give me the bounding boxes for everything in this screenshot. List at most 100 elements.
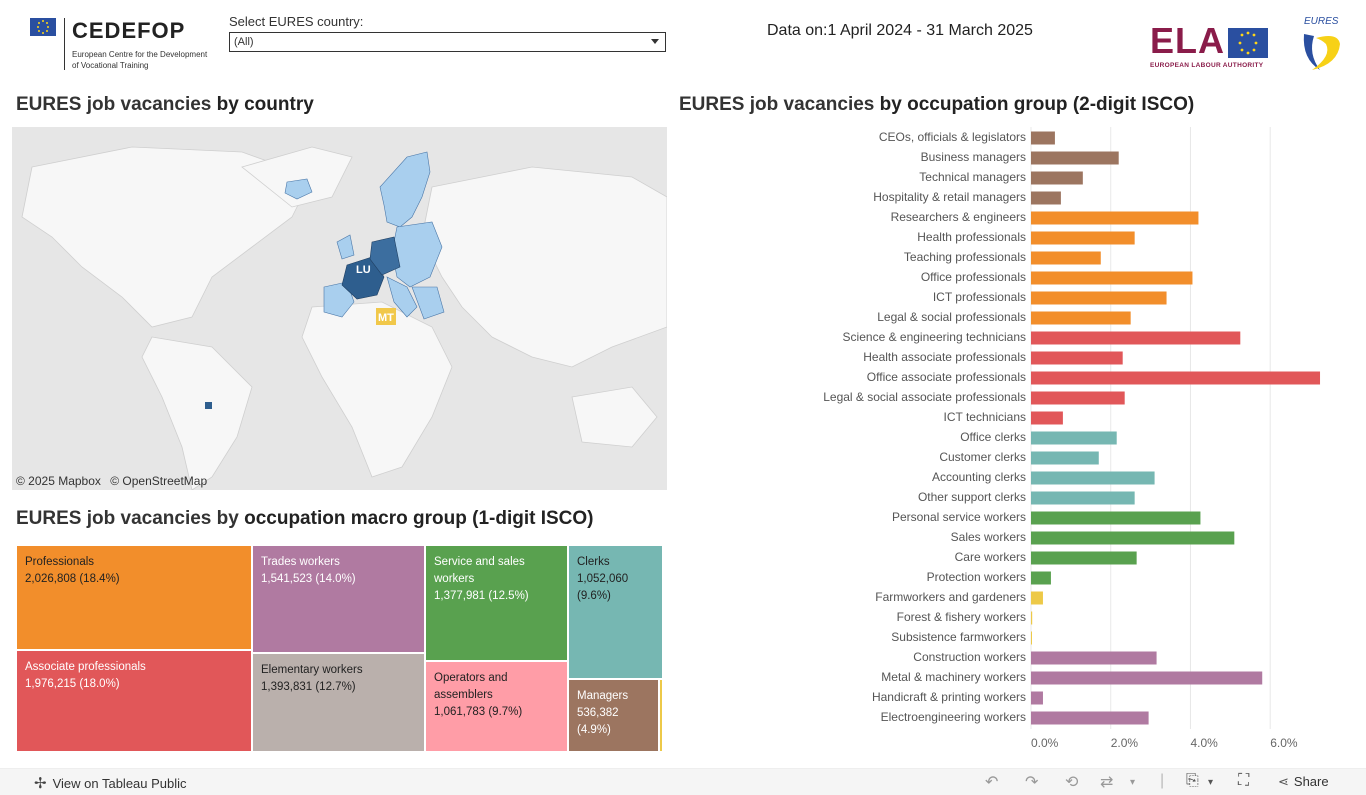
map-italy[interactable]	[386, 276, 418, 318]
bar[interactable]	[1031, 331, 1241, 345]
treemap-tile-name: Associate professionals	[25, 661, 146, 673]
bar[interactable]	[1031, 431, 1117, 445]
eures-wordmark: EURES	[1304, 16, 1339, 27]
map-uk-ireland[interactable]	[336, 234, 355, 260]
ela-logo[interactable]: ELA EUROPEAN LABOUR AUTHORITY	[1150, 22, 1270, 72]
bar[interactable]	[1031, 671, 1263, 685]
treemap-tile-value: 1,393,831 (12.7%)	[261, 681, 356, 693]
toolbar-divider: |	[1160, 772, 1165, 789]
x-tick-label: 4.0%	[1190, 736, 1218, 750]
bar[interactable]	[1031, 251, 1101, 265]
revert-icon[interactable]: ⟲	[1065, 774, 1079, 791]
map-nordics[interactable]	[379, 151, 431, 228]
bar-section-title: EURES job vacancies by occupation group …	[679, 94, 1194, 116]
country-select[interactable]: (All)	[229, 32, 666, 52]
bar-label: Hospitality & retail managers	[873, 190, 1026, 204]
x-tick-label: 0.0%	[1031, 736, 1059, 750]
bar[interactable]	[1031, 191, 1061, 205]
country-select-value: (All)	[234, 36, 254, 48]
treemap-tile[interactable]: Operators and assemblers 1,061,783 (9.7%)	[425, 661, 568, 752]
ela-eu-flag-icon	[1228, 28, 1268, 58]
bar[interactable]	[1031, 511, 1201, 525]
view-on-tableau-link[interactable]: ✢ View on Tableau Public	[34, 774, 187, 792]
bar[interactable]	[1031, 711, 1149, 725]
bar[interactable]	[1031, 691, 1043, 705]
treemap-tile[interactable]: Professionals 2,026,808 (18.4%)	[16, 545, 252, 650]
mapbox-attribution[interactable]: © 2025 Mapbox	[16, 474, 101, 488]
x-tick-label: 2.0%	[1111, 736, 1139, 750]
map-south-america	[141, 336, 253, 490]
treemap-tile-value: 2,026,808 (18.4%)	[25, 573, 120, 585]
map-malta-badge[interactable]	[376, 308, 396, 325]
bar[interactable]	[1031, 271, 1193, 285]
eures-logo[interactable]: EURES	[1298, 14, 1350, 74]
treemap-tile[interactable]: Clerks 1,052,060 (9.6%)	[568, 545, 663, 679]
bar[interactable]	[1031, 471, 1155, 485]
data-period: Data on:1 April 2024 - 31 March 2025	[767, 22, 1033, 39]
bar[interactable]	[1031, 211, 1199, 225]
treemap-tile[interactable]: Managers 536,382 (4.9%)	[568, 679, 659, 752]
treemap-section-title: EURES job vacancies by occupation macro …	[16, 508, 594, 530]
treemap-tile-name: Trades workers	[261, 556, 340, 568]
bar[interactable]	[1031, 531, 1235, 545]
bar[interactable]	[1031, 411, 1063, 425]
bar[interactable]	[1031, 491, 1135, 505]
treemap-tile-value: 1,052,060 (9.6%)	[577, 573, 629, 602]
bar[interactable]	[1031, 591, 1043, 605]
treemap-tile[interactable]: Elementary workers 1,393,831 (12.7%)	[252, 653, 425, 752]
bar[interactable]	[1031, 131, 1055, 145]
bar[interactable]	[1031, 171, 1083, 185]
bar[interactable]	[1031, 631, 1032, 645]
cedefop-subtitle: European Centre for the Development of V…	[72, 50, 208, 70]
country-map[interactable]: LU MT	[12, 127, 667, 490]
treemap-tile-name: Service and sales workers	[434, 556, 525, 585]
bar[interactable]	[1031, 231, 1135, 245]
download-dropdown-icon[interactable]: ▾	[1208, 777, 1214, 788]
share-button[interactable]: ⋖ Share	[1278, 774, 1329, 790]
ela-wordmark: ELA	[1150, 20, 1225, 61]
refresh-icon[interactable]: ⇄	[1100, 774, 1114, 791]
bar-label: Customer clerks	[939, 450, 1026, 464]
bar[interactable]	[1031, 651, 1157, 665]
bar[interactable]	[1031, 311, 1131, 325]
map-french-guiana[interactable]	[205, 402, 212, 409]
ela-subtitle: EUROPEAN LABOUR AUTHORITY	[1150, 62, 1264, 69]
bar-label: Electroengineering workers	[881, 710, 1026, 724]
osm-attribution[interactable]: © OpenStreetMap	[110, 474, 208, 488]
treemap-tile[interactable]: Service and sales workers 1,377,981 (12.5…	[425, 545, 568, 661]
treemap-title-bold: occupation macro group (1-digit ISCO)	[244, 508, 594, 529]
bar[interactable]	[1031, 551, 1137, 565]
bar[interactable]	[1031, 151, 1119, 165]
bar-label: Teaching professionals	[904, 250, 1026, 264]
treemap-tile[interactable]: Associate professionals 1,976,215 (18.0%)	[16, 650, 252, 752]
bar[interactable]	[1031, 451, 1099, 465]
map-germany[interactable]	[369, 236, 401, 276]
bar-label: Office clerks	[960, 430, 1026, 444]
bar-label: Construction workers	[913, 650, 1026, 664]
map-iceland[interactable]	[284, 178, 313, 200]
occupation-group-bar-chart[interactable]: 0.0% 2.0% 4.0% 6.0% CEOs, officials & legisl…	[680, 127, 1340, 757]
map-greenland	[241, 146, 353, 208]
bar[interactable]	[1031, 611, 1033, 625]
map-central-europe[interactable]	[391, 221, 443, 288]
undo-icon[interactable]: ↶	[985, 774, 999, 791]
occupation-macro-treemap[interactable]: Professionals 2,026,808 (18.4%) Associate …	[16, 545, 664, 752]
treemap-tile[interactable]	[659, 679, 663, 752]
map-balkans[interactable]	[411, 286, 445, 320]
bar-label: Care workers	[955, 550, 1026, 564]
cedefop-logo[interactable]: CEDEFOP European Centre for the Developm…	[30, 16, 210, 72]
treemap-tile-value: 1,976,215 (18.0%)	[25, 678, 120, 690]
treemap-tile-value: 1,061,783 (9.7%)	[434, 706, 523, 718]
bar[interactable]	[1031, 291, 1167, 305]
bar[interactable]	[1031, 351, 1123, 365]
bar[interactable]	[1031, 571, 1051, 585]
bar-label: ICT professionals	[933, 290, 1026, 304]
bar[interactable]	[1031, 391, 1125, 405]
fullscreen-icon[interactable]: ⛶	[1238, 772, 1250, 789]
refresh-dropdown-icon[interactable]: ▾	[1130, 777, 1136, 788]
map-svg: LU MT	[21, 146, 667, 490]
bar[interactable]	[1031, 371, 1321, 385]
treemap-tile[interactable]: Trades workers 1,541,523 (14.0%)	[252, 545, 425, 653]
download-icon[interactable]: ⎘	[1186, 772, 1199, 789]
redo-icon[interactable]: ↷	[1025, 774, 1039, 791]
